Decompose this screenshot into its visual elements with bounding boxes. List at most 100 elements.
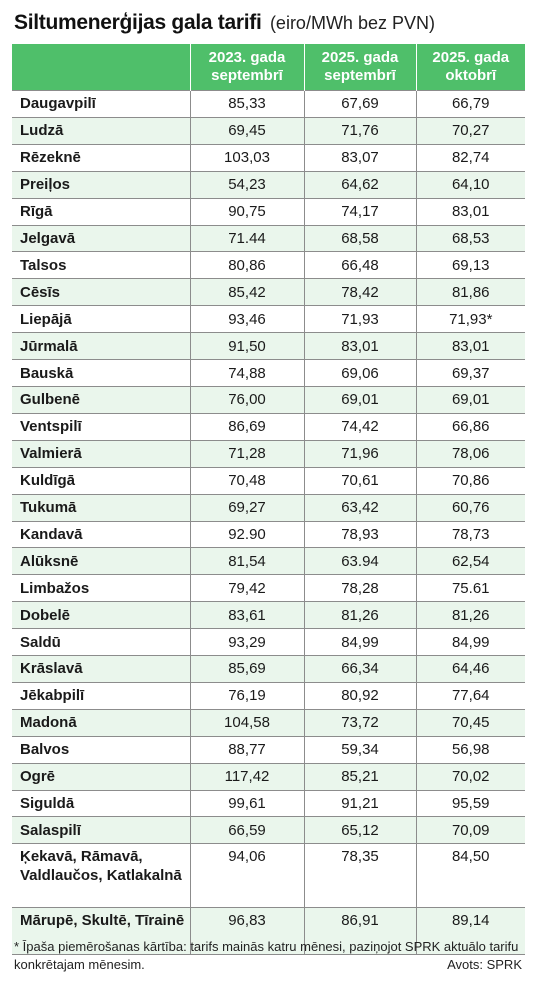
value-2025-sep: 85,21 (303, 762, 416, 791)
value-2023-sep: 85,42 (189, 278, 304, 306)
value-2023-sep: 86,69 (189, 412, 304, 441)
table-row: Cēsīs 85,42 78,42 81,86 (12, 278, 525, 306)
table-row: Jūrmalā 91,50 83,01 83,01 (12, 332, 525, 360)
row-city: Cēsīs (12, 278, 190, 306)
value-2023-sep: 54,23 (189, 170, 304, 199)
table-row: Liepājā 93,46 71,93 71,93* (12, 305, 525, 333)
value-2025-sep: 73,72 (303, 708, 416, 737)
value-2025-oct: 70,45 (415, 708, 525, 737)
title-unit: (eiro/MWh bez PVN) (269, 13, 435, 33)
value-2025-oct: 66,79 (415, 90, 525, 118)
table-row: Krāslavā 85,69 66,34 64,46 (12, 655, 525, 683)
value-2023-sep: 76,19 (189, 681, 304, 710)
row-city: Kandavā (12, 520, 190, 548)
value-2025-sep: 69,06 (303, 359, 416, 387)
row-city: Mārupē, Skultē, Tīrainē (12, 907, 190, 956)
row-city: Krāslavā (12, 655, 190, 683)
value-2023-sep: 81,54 (189, 547, 304, 575)
value-2025-oct: 82,74 (415, 143, 525, 172)
value-2023-sep: 74,88 (189, 359, 304, 387)
table-body: Daugavpilī 85,33 67,69 66,79 Ludzā 69,45 71,76… (12, 90, 525, 956)
value-2025-oct: 68,53 (415, 224, 525, 252)
value-2025-oct: 70,02 (415, 762, 525, 791)
table-row: Valmierā 71,28 71,96 78,06 (12, 439, 525, 468)
value-2025-oct: 64,10 (415, 170, 525, 199)
value-2023-sep: 90,75 (189, 197, 304, 226)
value-2025-sep: 64,62 (303, 170, 416, 199)
value-2025-sep: 71,76 (303, 116, 416, 145)
value-2025-oct: 70,27 (415, 116, 525, 145)
row-city: Madonā (12, 708, 190, 737)
value-2025-sep: 78,28 (303, 574, 416, 602)
value-2025-oct: 84,99 (415, 628, 525, 656)
row-city: Siguldā (12, 789, 190, 817)
value-2025-sep: 78,35 (303, 843, 416, 908)
header-line: septembrī (324, 67, 396, 84)
table-row: Ludzā 69,45 71,76 70,27 (12, 116, 525, 145)
value-2023-sep: 70,48 (189, 466, 304, 495)
value-2025-oct: 89,14 (415, 907, 525, 956)
row-city: Daugavpilī (12, 90, 190, 118)
row-city: Ludzā (12, 116, 190, 145)
table-row: Jelgavā 71.44 68,58 68,53 (12, 224, 525, 252)
row-city: Bauskā (12, 359, 190, 387)
value-2025-oct: 69,13 (415, 251, 525, 279)
value-2023-sep: 85,69 (189, 655, 304, 683)
value-2023-sep: 104,58 (189, 708, 304, 737)
table-row: Alūksnē 81,54 63.94 62,54 (12, 547, 525, 575)
value-2025-sep: 71,96 (303, 439, 416, 468)
footnote: * Īpaša piemērošanas kārtība: tarifs mai… (14, 939, 519, 972)
value-2023-sep: 117,42 (189, 762, 304, 791)
row-city: Balvos (12, 735, 190, 764)
table-row: Jēkabpilī 76,19 80,92 77,64 (12, 681, 525, 710)
value-2025-oct: 83,01 (415, 197, 525, 226)
value-2023-sep: 91,50 (189, 332, 304, 360)
value-2023-sep: 80,86 (189, 251, 304, 279)
row-city: Rīgā (12, 197, 190, 226)
value-2025-oct: 78,06 (415, 439, 525, 468)
value-2025-sep: 84,99 (303, 628, 416, 656)
value-2025-sep: 63,42 (303, 493, 416, 521)
value-2025-sep: 74,42 (303, 412, 416, 441)
value-2023-sep: 103,03 (189, 143, 304, 172)
value-2025-sep: 66,34 (303, 655, 416, 683)
row-city: Jelgavā (12, 224, 190, 252)
value-2025-oct: 60,76 (415, 493, 525, 521)
value-2025-oct: 70,86 (415, 466, 525, 495)
table-row: Kuldīgā 70,48 70,61 70,86 (12, 466, 525, 495)
value-2025-sep: 80,92 (303, 681, 416, 710)
value-2025-oct: 75.61 (415, 574, 525, 602)
value-2025-sep: 69,01 (303, 385, 416, 414)
value-2025-sep: 74,17 (303, 197, 416, 226)
table-header: 2023. gada septembrī 2025. gada septembrī … (12, 44, 525, 91)
value-2025-sep: 68,58 (303, 224, 416, 252)
header-line: 2023. gada (208, 49, 286, 66)
value-2025-sep: 59,34 (303, 735, 416, 764)
row-city: Ķekavā, Rāmavā, Valdlaučos, Katlakalnā (12, 843, 190, 908)
value-2023-sep: 79,42 (189, 574, 304, 602)
value-2025-oct: 56,98 (415, 735, 525, 764)
value-2025-oct: 69,01 (415, 385, 525, 414)
value-2025-sep: 91,21 (303, 789, 416, 817)
row-city: Preiļos (12, 170, 190, 199)
header-line: 2025. gada (432, 49, 510, 66)
row-city: Alūksnē (12, 547, 190, 575)
row-city: Tukumā (12, 493, 190, 521)
value-2023-sep: 99,61 (189, 789, 304, 817)
value-2025-sep: 65,12 (303, 816, 416, 844)
value-2025-oct: 78,73 (415, 520, 525, 548)
value-2025-sep: 83,07 (303, 143, 416, 172)
header-line: 2025. gada (321, 49, 399, 66)
table-row: Tukumā 69,27 63,42 60,76 (12, 493, 525, 521)
value-2025-oct: 95,59 (415, 789, 525, 817)
value-2025-oct: 83,01 (415, 332, 525, 360)
table-row: Talsos 80,86 66,48 69,13 (12, 251, 525, 279)
row-city: Kuldīgā (12, 466, 190, 495)
value-2025-oct: 81,26 (415, 601, 525, 629)
value-2025-oct: 84,50 (415, 843, 525, 908)
table-row: Balvos 88,77 59,34 56,98 (12, 735, 525, 764)
value-2025-sep: 71,93 (303, 305, 416, 333)
value-2025-sep: 83,01 (303, 332, 416, 360)
row-city: Rēzeknē (12, 143, 190, 172)
